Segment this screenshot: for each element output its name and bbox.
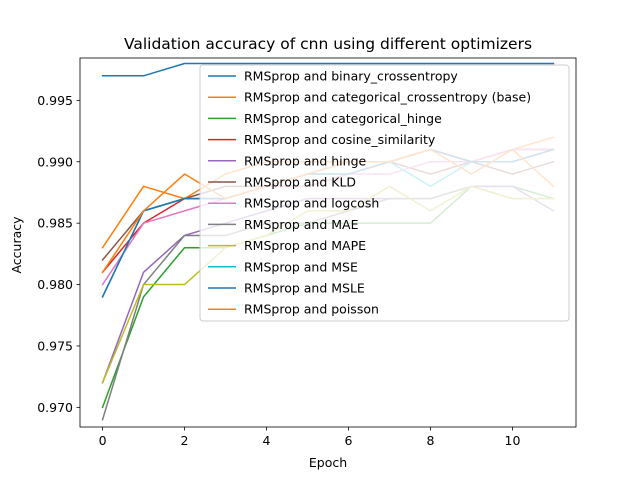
legend-label: RMSprop and binary_crossentropy	[244, 69, 458, 84]
y-tick-label: 0.985	[37, 216, 73, 231]
legend-label: RMSprop and poisson	[244, 302, 379, 317]
legend-label: RMSprop and MAE	[244, 217, 359, 232]
y-tick-label: 0.970	[37, 400, 73, 415]
legend-label: RMSprop and categorical_crossentropy (ba…	[244, 90, 531, 105]
series-line-1	[101, 62, 555, 77]
x-tick-label: 4	[263, 433, 271, 448]
x-tick-label: 2	[181, 433, 189, 448]
x-tick-label: 0	[99, 433, 107, 448]
y-tick-label: 0.995	[37, 93, 73, 108]
legend-box	[199, 64, 570, 322]
legend-label: RMSprop and KLD	[244, 175, 356, 190]
legend-label: RMSprop and MAPE	[244, 238, 366, 253]
y-tick-label: 0.980	[37, 277, 73, 292]
y-tick-label: 0.990	[37, 154, 73, 169]
legend-label: RMSprop and MSE	[244, 259, 358, 274]
chart-title: Validation accuracy of cnn using differe…	[124, 35, 532, 53]
axes: 0 2 4 6 8 10 0.970 0.975 0.980 0.985 0.990 0.995	[37, 57, 577, 448]
x-tick-label: 6	[345, 433, 353, 448]
x-axis-label: Epoch	[309, 455, 347, 470]
legend: RMSprop and binary_crossentropy RMSprop a…	[199, 64, 570, 322]
legend-label: RMSprop and MSLE	[244, 281, 365, 296]
x-tick-label: 8	[427, 433, 435, 448]
legend-label: RMSprop and logcosh	[244, 196, 379, 211]
legend-label: RMSprop and hinge	[244, 153, 367, 168]
legend-label: RMSprop and categorical_hinge	[244, 111, 442, 126]
y-tick-label: 0.975	[37, 338, 73, 353]
plot-frame	[79, 57, 577, 428]
legend-label: RMSprop and cosine_similarity	[244, 132, 436, 147]
x-tick-label: 10	[505, 433, 521, 448]
y-axis-label: Accuracy	[9, 216, 24, 274]
